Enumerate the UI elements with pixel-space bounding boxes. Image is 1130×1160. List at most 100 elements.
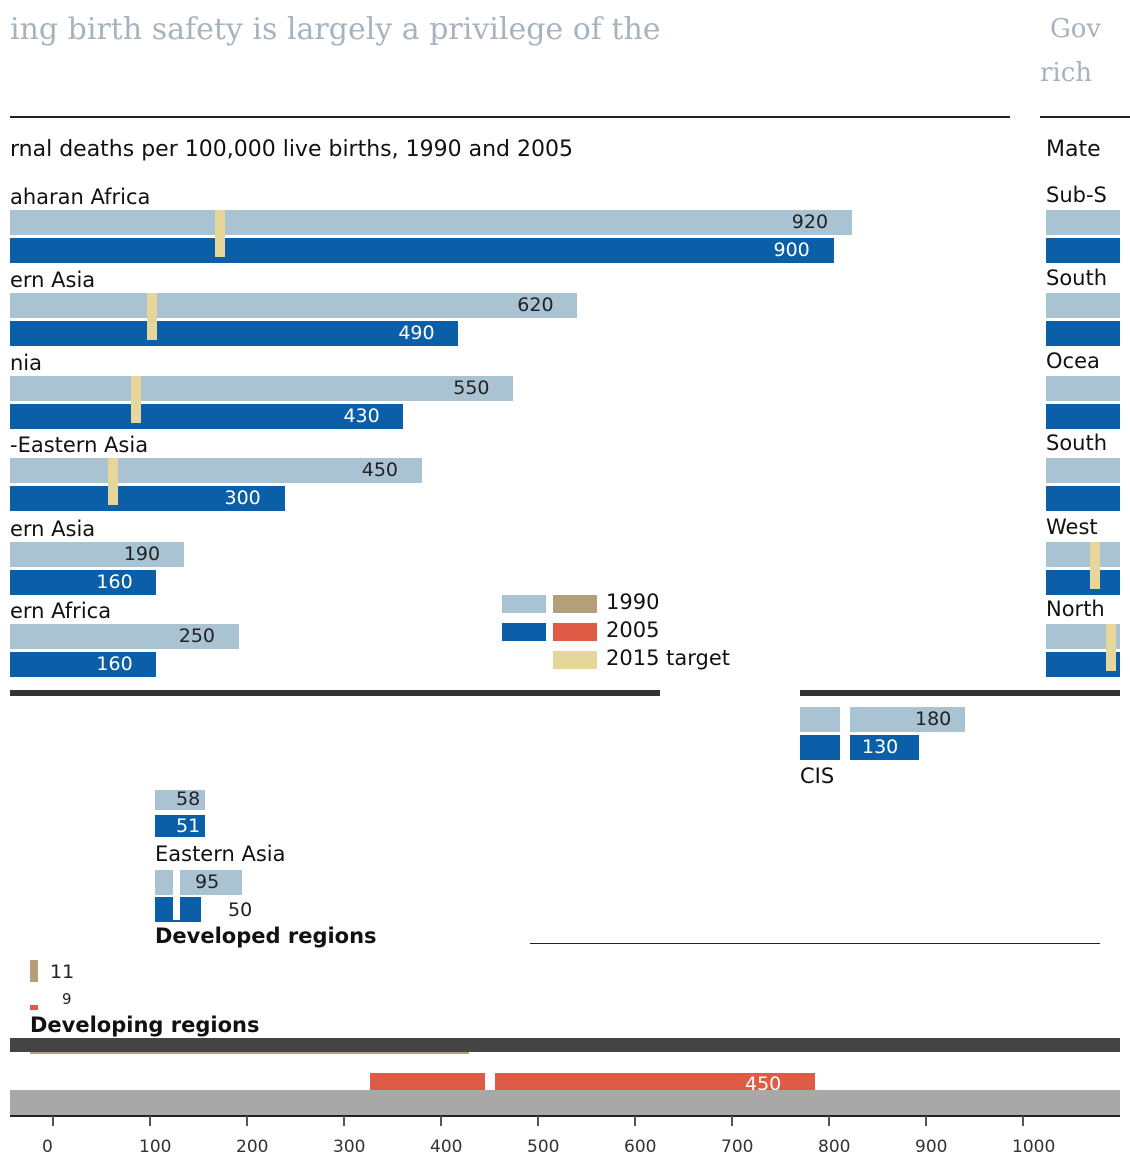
region-label: Developing regions [30, 1013, 260, 1037]
x-tick-mark [537, 1116, 539, 1126]
region-label: South [1046, 431, 1108, 455]
value-label-2005: 51 [176, 815, 201, 837]
region-label: ern Asia [10, 268, 96, 292]
bar-1990 [10, 458, 422, 483]
target-2015-marker [215, 210, 226, 257]
bar-2005 [10, 486, 285, 511]
region-label: Sub-S [1046, 183, 1107, 207]
region-label: ern Asia [10, 517, 96, 541]
x-tick-label: 900 [915, 1137, 948, 1157]
value-label-2005: 9 [62, 990, 72, 1008]
top-rule-left [10, 116, 1010, 118]
bar-1990 [10, 624, 239, 649]
x-tick-mark [828, 1116, 830, 1126]
scan-band-2 [800, 690, 1120, 696]
bar-1990 [10, 293, 578, 318]
region-label: CIS [800, 764, 835, 788]
bar-1990 [10, 210, 852, 235]
target-2015-marker [1090, 542, 1100, 589]
bar-2005-developing [370, 1073, 485, 1091]
bar-2005-developed [30, 1005, 38, 1010]
x-tick-mark [246, 1116, 248, 1126]
bar-1990 [1046, 376, 1120, 401]
x-tick-mark [149, 1116, 151, 1126]
value-label-2005: 450 [745, 1073, 782, 1095]
value-label-2005: 160 [96, 653, 133, 675]
value-label-1990: 11 [50, 961, 75, 983]
value-label-2005: 430 [343, 405, 380, 427]
target-2015-marker [108, 458, 119, 505]
x-tick-mark [440, 1116, 442, 1126]
bar-2005-developing [495, 1073, 815, 1091]
x-tick-label: 500 [527, 1137, 560, 1157]
bar-1990 [10, 542, 184, 567]
headline: ing birth safety is largely a privilege … [10, 12, 661, 47]
value-label-1990: 920 [791, 211, 829, 233]
region-label: Ocea [1046, 349, 1100, 373]
headline-right: Gov [1050, 14, 1102, 44]
target-2015-marker [1106, 624, 1116, 671]
x-tick-mark [1022, 1116, 1024, 1126]
x-axis-line [10, 1115, 1120, 1117]
x-tick-label: 200 [236, 1137, 269, 1157]
region-label: -Eastern Asia [10, 433, 149, 457]
headline-right-2: rich [1040, 58, 1093, 88]
legend-label-1990: 1990 [606, 590, 660, 614]
bar-1990-developed [30, 960, 38, 982]
value-label-1990: 190 [123, 543, 161, 565]
value-label-1990: 550 [453, 377, 490, 399]
region-label: ern Africa [10, 599, 112, 623]
x-tick-label: 800 [818, 1137, 851, 1157]
top-rule-right [1040, 116, 1130, 118]
scan-band-1 [10, 690, 660, 696]
value-label-2005: 900 [773, 239, 810, 261]
x-tick-mark [731, 1116, 733, 1126]
region-label: nia [10, 351, 43, 375]
region-label: Developed regions [155, 924, 377, 948]
value-label-1990: 250 [178, 625, 216, 647]
bar-2005 [10, 570, 157, 595]
target-2015-marker [131, 376, 142, 423]
bar-2005 [1046, 238, 1120, 263]
bar-2005 [1046, 321, 1120, 346]
value-label-2005: 300 [224, 487, 261, 509]
x-tick-label: 1000 [1012, 1137, 1056, 1157]
legend-swatch-1990-dev [553, 595, 597, 613]
bar-2005 [1046, 404, 1120, 429]
bar-1990 [800, 707, 965, 732]
region-label: North [1046, 597, 1105, 621]
x-tick-label: 600 [624, 1137, 657, 1157]
region-label: Eastern Asia [155, 842, 286, 866]
x-tick-label: 0 [42, 1137, 53, 1157]
bar-2005 [10, 652, 157, 677]
bar-1990 [155, 870, 242, 895]
legend-swatch-2005-dev [553, 623, 597, 641]
legend-swatch-target [553, 651, 597, 669]
legend-label-2005: 2005 [606, 618, 660, 642]
value-label-1990: 180 [915, 708, 952, 730]
region-label: aharan Africa [10, 185, 151, 209]
region-label: South [1046, 266, 1108, 290]
bar-2005 [155, 815, 205, 837]
target-2015-marker [146, 293, 157, 340]
bar-2005 [10, 321, 459, 346]
bar-1990 [155, 790, 205, 810]
value-label-1990: 450 [361, 459, 399, 481]
left-chart-title: rnal deaths per 100,000 live births, 199… [10, 137, 573, 162]
bar-2005 [1046, 570, 1120, 595]
scan-band-3 [10, 1038, 1120, 1052]
value-label-2005: 50 [228, 899, 253, 921]
bar-2005 [800, 735, 919, 760]
x-tick-mark [925, 1116, 927, 1126]
x-tick-mark [52, 1116, 54, 1126]
legend-swatch-2005 [502, 623, 546, 641]
value-label-2005: 490 [398, 322, 435, 344]
x-tick-label: 400 [430, 1137, 463, 1157]
bar-1990 [1046, 210, 1120, 235]
region-label: West [1046, 515, 1098, 539]
x-tick-mark [634, 1116, 636, 1126]
scan-band-4 [10, 1090, 1120, 1116]
divider-rule [530, 943, 1100, 944]
bar-1990 [1046, 293, 1120, 318]
bar-2005 [10, 404, 404, 429]
